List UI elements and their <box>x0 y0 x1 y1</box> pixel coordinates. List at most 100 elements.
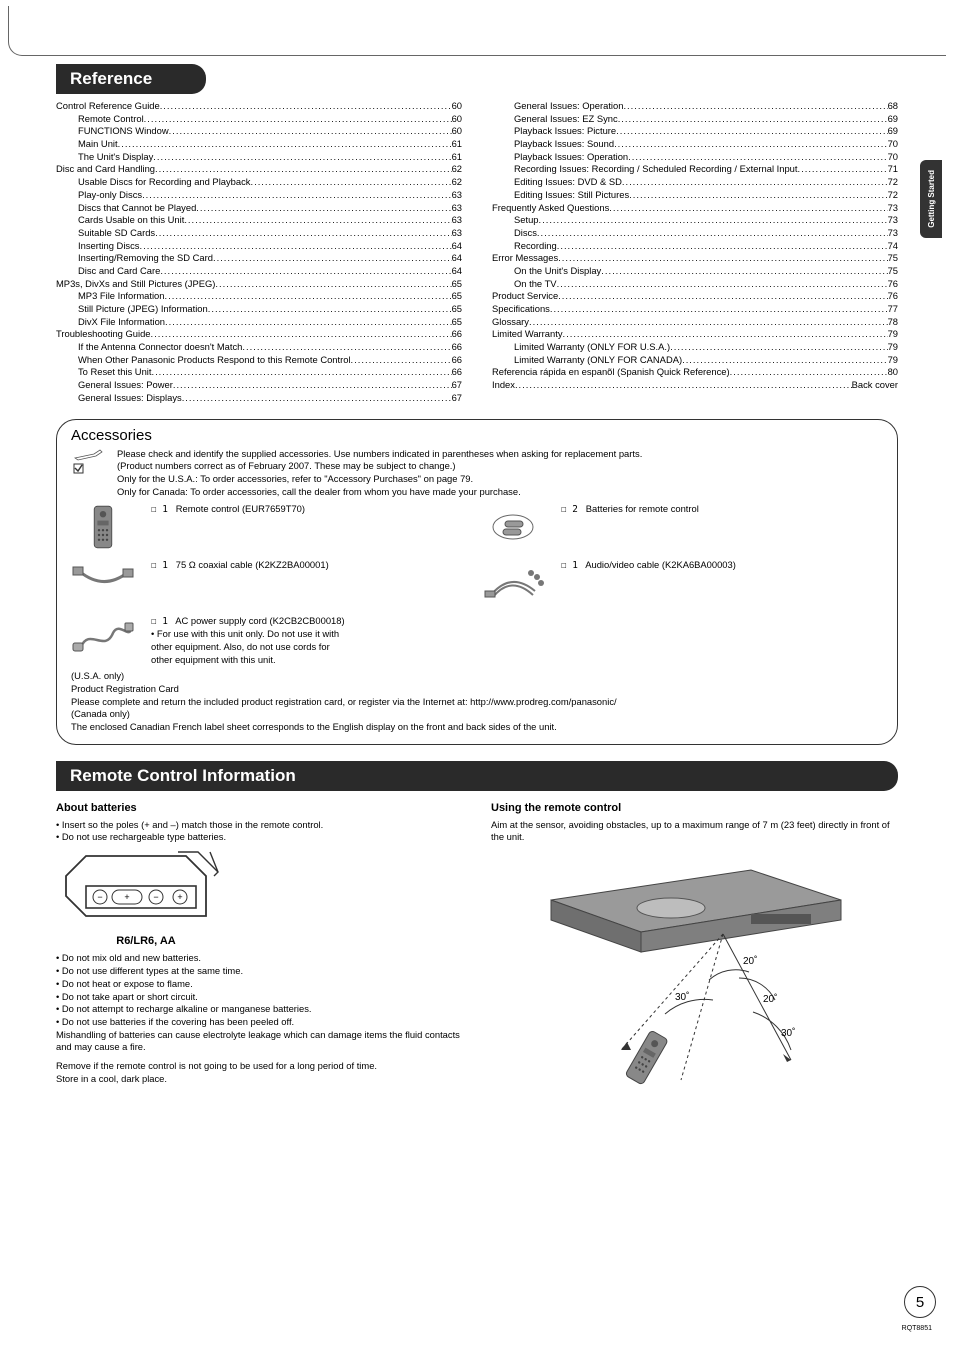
toc-label: MP3s, DivXs and Still Pictures (JPEG) <box>56 278 215 291</box>
usa-only-label: (U.S.A. only) <box>71 670 883 683</box>
toc-label: Glossary <box>492 316 529 329</box>
toc-row: Recording 74 <box>492 240 898 253</box>
battery-type-label: R6/LR6, AA <box>56 934 236 949</box>
toc-label: FUNCTIONS Window <box>78 125 169 138</box>
toc-row: DivX File Information65 <box>56 316 462 329</box>
toc-row: Disc and Card Care 64 <box>56 265 462 278</box>
toc-page: 75 <box>888 265 898 278</box>
battery-warning-item: Do not use batteries if the covering has… <box>56 1016 463 1029</box>
toc-row: Limited Warranty79 <box>492 328 898 341</box>
toc-dots <box>629 189 887 202</box>
toc-left-column: Control Reference Guide60Remote Control6… <box>56 100 462 405</box>
using-remote-text: Aim at the sensor, avoiding obstacles, u… <box>491 819 898 844</box>
toc-page: 69 <box>888 125 898 138</box>
battery-warning-item: Do not take apart or short circuit. <box>56 991 463 1004</box>
toc-page: 69 <box>888 113 898 126</box>
battery-diagram-icon: − + − + <box>56 850 463 932</box>
toc-row: MP3s, DivXs and Still Pictures (JPEG)65 <box>56 278 462 291</box>
toc-label: Inserting Discs <box>78 240 139 253</box>
toc-dots <box>557 278 888 291</box>
toc-page: 65 <box>452 290 462 303</box>
toc-label: General Issues: Operation <box>514 100 623 113</box>
accessories-intro: Please check and identify the supplied a… <box>117 448 642 499</box>
toc-row: Playback Issues: Operation70 <box>492 151 898 164</box>
svg-text:+: + <box>124 892 129 902</box>
toc-label: Inserting/Removing the SD Card <box>78 252 213 265</box>
toc-label: Disc and Card Care <box>78 265 160 278</box>
reference-header: Reference <box>56 64 206 94</box>
toc-page: 60 <box>452 125 462 138</box>
toc-label: Playback Issues: Picture <box>514 125 616 138</box>
toc-page: 66 <box>452 328 462 341</box>
toc-row: Disc and Card Handling62 <box>56 163 462 176</box>
toc-row: Discs73 <box>492 227 898 240</box>
toc-page: 73 <box>888 202 898 215</box>
toc-dots <box>151 328 452 341</box>
mishandling-text: Mishandling of batteries can cause elect… <box>56 1029 463 1054</box>
toc-label: On the TV <box>514 278 557 291</box>
toc-label: Play-only Discs <box>78 189 142 202</box>
toc-dots <box>196 202 451 215</box>
accessories-grid: ☐ 1 Remote control (EUR7659T70) ☐ 2 Batt… <box>71 503 883 667</box>
page-content: Reference Control Reference Guide60Remot… <box>0 0 954 1124</box>
svg-text:−: − <box>97 892 102 902</box>
toc-label: General Issues: Power <box>78 379 173 392</box>
toc-label: Cards Usable on this Unit <box>78 214 184 227</box>
toc-row: If the Antenna Connector doesn't Match66 <box>56 341 462 354</box>
toc-dots <box>155 163 452 176</box>
toc-label: Discs that Cannot be Played <box>78 202 196 215</box>
toc-dots <box>144 113 452 126</box>
toc-page: 70 <box>888 151 898 164</box>
toc-dots <box>601 265 887 278</box>
toc-row: Error Messages75 <box>492 252 898 265</box>
toc-label: Troubleshooting Guide <box>56 328 151 341</box>
toc-dots <box>160 100 452 113</box>
svg-text:20˚: 20˚ <box>743 955 757 967</box>
toc-page: 64 <box>452 265 462 278</box>
toc-dots <box>558 290 887 303</box>
toc-label: Disc and Card Handling <box>56 163 155 176</box>
toc-dots <box>550 303 888 316</box>
toc-dots <box>242 341 451 354</box>
toc-page: 63 <box>452 189 462 202</box>
toc-label: MP3 File Information <box>78 290 165 303</box>
toc-row: Cards Usable on this Unit63 <box>56 214 462 227</box>
checklist-icon <box>71 448 107 499</box>
accessories-box: Accessories Please check and identify th… <box>56 419 898 745</box>
toc-page: 66 <box>452 354 462 367</box>
battery-warnings: Do not mix old and new batteries.Do not … <box>56 952 463 1028</box>
registration-text: Please complete and return the included … <box>71 696 883 709</box>
svg-text:30˚: 30˚ <box>675 991 689 1003</box>
canada-text: The enclosed Canadian French label sheet… <box>71 721 883 734</box>
registration-card-label: Product Registration Card <box>71 683 883 696</box>
toc-label: Suitable SD Cards <box>78 227 155 240</box>
toc-dots <box>118 138 452 151</box>
toc-dots <box>165 316 452 329</box>
remote-control-icon <box>71 503 135 551</box>
remote-control-header: Remote Control Information <box>56 761 898 791</box>
coaxial-cable-icon <box>71 559 135 607</box>
svg-text:20˚: 20˚ <box>763 993 777 1005</box>
toc-row: Referencia rápida en espanõl (Spanish Qu… <box>492 366 898 379</box>
toc-dots <box>622 176 888 189</box>
toc-row: The Unit's Display61 <box>56 151 462 164</box>
toc-label: Product Service <box>492 290 558 303</box>
toc-page: 66 <box>452 341 462 354</box>
toc-page: 64 <box>452 252 462 265</box>
toc-label: Remote Control <box>78 113 144 126</box>
toc-label: Recording <box>514 240 557 253</box>
toc-row: Usable Discs for Recording and Playback6… <box>56 176 462 189</box>
toc-dots <box>558 252 887 265</box>
toc-dots <box>618 113 888 126</box>
toc-row: Recording Issues: Recording / Scheduled … <box>492 163 898 176</box>
toc-row: General Issues: Displays67 <box>56 392 462 405</box>
toc-dots <box>628 151 887 164</box>
remote-control-section: Remote Control Information About batteri… <box>56 761 898 1094</box>
svg-text:30˚: 30˚ <box>781 1027 795 1039</box>
toc-dots <box>213 252 452 265</box>
toc-page: 74 <box>888 240 898 253</box>
toc-label: The Unit's Display <box>78 151 153 164</box>
toc-page: 68 <box>888 100 898 113</box>
accessories-footer: (U.S.A. only) Product Registration Card … <box>71 670 883 733</box>
toc-page: 67 <box>452 392 462 405</box>
